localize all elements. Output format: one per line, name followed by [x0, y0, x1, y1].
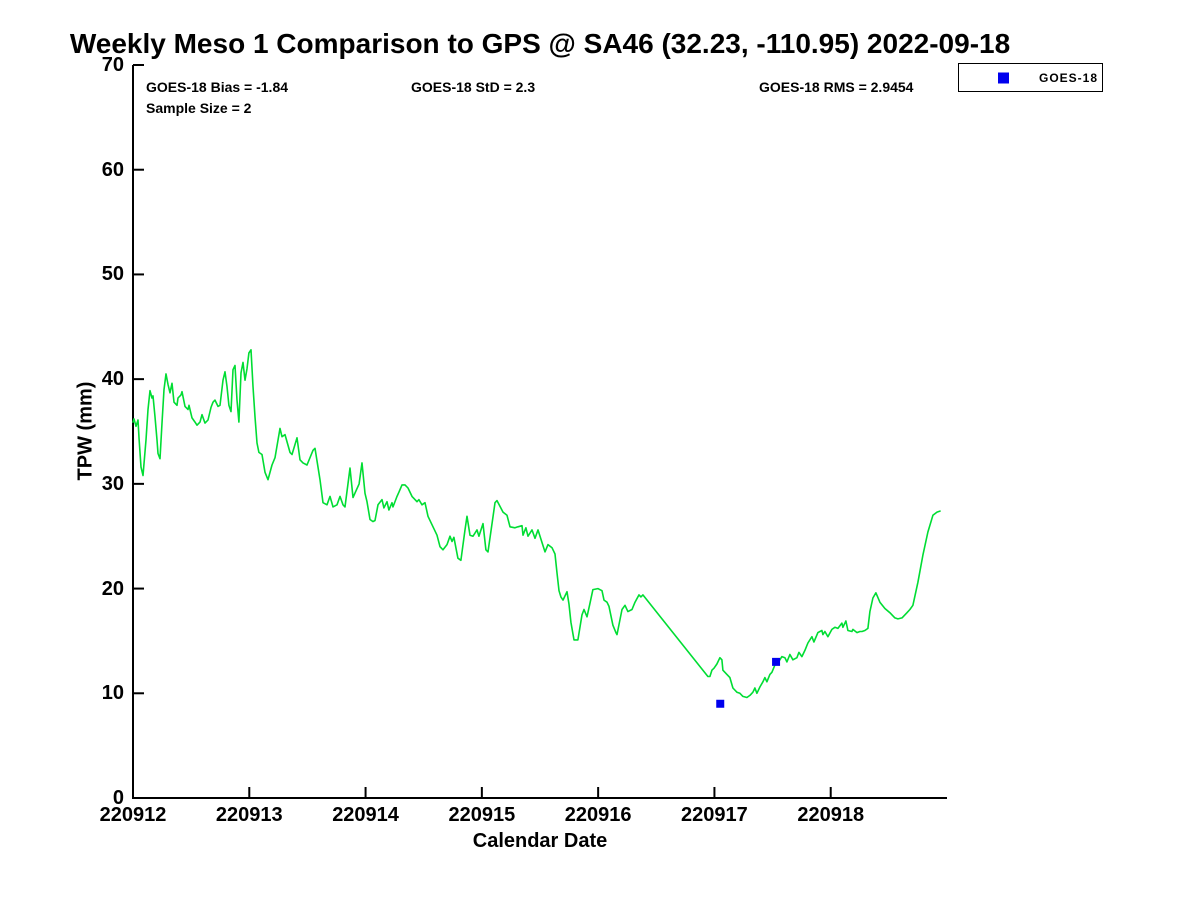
- legend: GOES-18: [958, 63, 1103, 92]
- y-tick-label: 40: [101, 368, 124, 391]
- stat-rms: GOES-18 RMS = 2.9454: [759, 79, 914, 95]
- x-tick-label: 220916: [564, 804, 632, 826]
- y-tick-label: 70: [101, 54, 124, 76]
- x-tick-label: 220912: [99, 804, 167, 826]
- gps-line-series: [132, 348, 941, 699]
- x-axis-label: Calendar Date: [472, 830, 608, 852]
- y-tick-label: 0: [112, 787, 124, 809]
- legend-label: GOES-18: [1039, 70, 1099, 85]
- x-tick-label: 220914: [332, 804, 399, 826]
- y-tick-label: 30: [101, 472, 124, 495]
- chart-title: Weekly Meso 1 Comparison to GPS @ SA46 (…: [69, 28, 1011, 59]
- x-tick-label: 220917: [681, 804, 748, 826]
- goes18-marker: [772, 657, 781, 666]
- y-tick-label: 20: [101, 577, 124, 600]
- y-tick-label: 50: [101, 263, 124, 286]
- stat-bias: GOES-18 Bias = -1.84: [146, 79, 289, 95]
- axis-spines: [132, 65, 947, 799]
- stat-std: GOES-18 StD = 2.3: [411, 79, 536, 95]
- x-tick-label: 220918: [797, 804, 865, 826]
- goes18-marker: [716, 699, 725, 708]
- stat-sample-size: Sample Size = 2: [146, 100, 252, 116]
- y-tick-label: 10: [101, 682, 124, 705]
- y-tick-label: 60: [101, 158, 124, 181]
- x-tick-label: 220915: [448, 804, 516, 826]
- legend-marker-square: [998, 72, 1009, 83]
- x-tick-label: 220913: [215, 804, 283, 826]
